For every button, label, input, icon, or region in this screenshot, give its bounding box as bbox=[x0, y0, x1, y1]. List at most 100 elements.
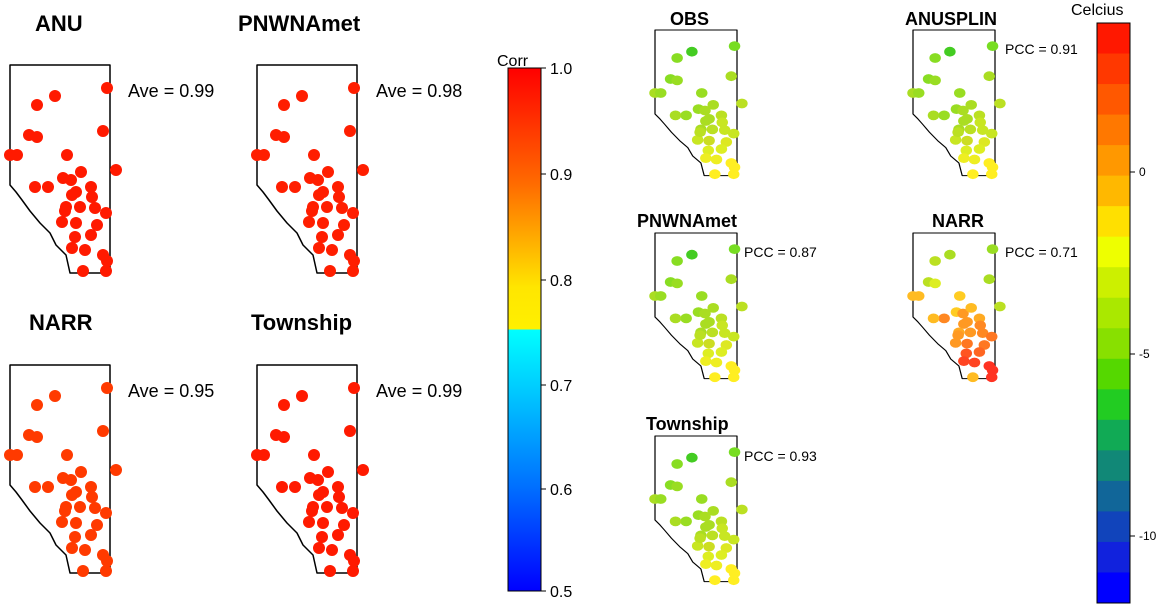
station-dot bbox=[927, 313, 940, 324]
station-dot bbox=[728, 244, 741, 254]
station-dot bbox=[727, 575, 740, 586]
station-dots bbox=[907, 41, 1006, 180]
station-dot bbox=[680, 110, 692, 121]
station-dot bbox=[348, 255, 360, 267]
corr-tick: 1.0 bbox=[550, 61, 572, 78]
station-dots bbox=[251, 82, 369, 277]
station-dots bbox=[4, 82, 122, 277]
temp-colorbar-bin bbox=[1097, 145, 1130, 177]
station-dot bbox=[700, 559, 712, 569]
station-dot bbox=[303, 216, 315, 228]
station-dot bbox=[65, 174, 77, 186]
station-dot bbox=[348, 82, 360, 94]
corr-tick: 0.6 bbox=[550, 482, 572, 499]
station-dot bbox=[710, 560, 723, 571]
station-dot bbox=[976, 125, 989, 135]
temp-colorbar-frame bbox=[1096, 22, 1131, 604]
station-dot bbox=[686, 46, 698, 57]
station-dot bbox=[986, 244, 999, 254]
temp-tick: -10 bbox=[1139, 529, 1157, 543]
station-dot bbox=[725, 71, 737, 82]
station-dot bbox=[700, 522, 712, 532]
station-dot bbox=[716, 320, 728, 331]
station-dot bbox=[967, 372, 979, 383]
station-dot bbox=[49, 390, 61, 402]
temp-colorbar-bin bbox=[1097, 389, 1130, 421]
station-dot bbox=[29, 181, 41, 193]
station-dot bbox=[696, 291, 708, 301]
station-dot bbox=[101, 555, 113, 567]
corr-panel-township: Township Ave = 0.99 bbox=[251, 310, 462, 577]
station-dot bbox=[61, 449, 73, 461]
station-dot bbox=[702, 348, 715, 359]
station-dot bbox=[97, 125, 109, 137]
station-dot bbox=[669, 110, 682, 121]
temp-colorbar-bin bbox=[1097, 53, 1130, 85]
station-dot bbox=[326, 244, 338, 256]
station-dot bbox=[110, 464, 122, 476]
station-dot bbox=[718, 531, 731, 541]
station-dot bbox=[718, 328, 731, 338]
station-dot bbox=[686, 249, 698, 260]
station-dot bbox=[700, 153, 712, 163]
station-dot bbox=[702, 145, 715, 156]
temp-colorbar-bin bbox=[1097, 84, 1130, 116]
temp-colorbar-bin bbox=[1097, 511, 1130, 543]
station-dots bbox=[251, 382, 369, 577]
station-dot bbox=[671, 278, 683, 289]
corr-colorbar: Corr 1.0 0.9 0.8 0.7 0.6 0.5 bbox=[497, 53, 572, 601]
station-dot bbox=[736, 98, 748, 109]
station-dot bbox=[336, 202, 348, 214]
station-dot bbox=[308, 149, 320, 161]
station-dot bbox=[49, 90, 61, 102]
station-dot bbox=[322, 166, 334, 178]
station-dot bbox=[89, 202, 101, 214]
station-dot bbox=[958, 319, 970, 329]
station-dot bbox=[313, 489, 325, 501]
temp-colorbar-bin bbox=[1097, 419, 1130, 451]
station-dot bbox=[66, 189, 78, 201]
station-dot bbox=[59, 205, 71, 217]
station-dot bbox=[960, 348, 973, 359]
temp-colorbar-bin bbox=[1097, 480, 1130, 512]
panel-title: ANU bbox=[35, 11, 83, 36]
panel-stat: PCC = 0.71 bbox=[1005, 244, 1078, 260]
station-dot bbox=[680, 313, 692, 324]
station-dot bbox=[75, 466, 87, 478]
panel-title: NARR bbox=[29, 310, 93, 335]
station-dot bbox=[69, 231, 81, 243]
station-dot bbox=[985, 331, 998, 342]
station-dot bbox=[332, 181, 344, 193]
station-dot bbox=[338, 519, 350, 531]
station-dot bbox=[994, 301, 1006, 312]
station-dot bbox=[85, 529, 97, 541]
station-dot bbox=[11, 149, 23, 161]
panel-stat: PCC = 0.91 bbox=[1005, 41, 1078, 57]
station-dot bbox=[655, 291, 667, 301]
station-dot bbox=[322, 466, 334, 478]
station-dot bbox=[944, 46, 956, 57]
station-dot bbox=[100, 207, 112, 219]
station-dot bbox=[968, 154, 981, 165]
station-dot bbox=[324, 265, 336, 277]
station-dot bbox=[944, 249, 956, 260]
station-dot bbox=[59, 505, 71, 517]
station-dot bbox=[974, 320, 986, 331]
station-dot bbox=[927, 110, 940, 121]
station-dot bbox=[347, 507, 359, 519]
station-dot bbox=[696, 494, 708, 504]
station-dot bbox=[91, 219, 103, 231]
station-dot bbox=[86, 491, 98, 503]
station-dot bbox=[671, 459, 683, 469]
temp-colorbar-bin bbox=[1097, 206, 1130, 238]
station-dot bbox=[938, 110, 950, 121]
station-dot bbox=[671, 256, 683, 266]
station-dot bbox=[694, 127, 706, 138]
panel-title: Township bbox=[251, 310, 352, 335]
panel-title: ANUSPLIN bbox=[905, 9, 997, 29]
station-dot bbox=[694, 330, 706, 341]
station-dot bbox=[958, 356, 970, 366]
station-dot bbox=[725, 274, 737, 285]
temp-panel-anusplin: ANUSPLIN PCC = 0.91 bbox=[905, 9, 1078, 180]
station-dot bbox=[347, 265, 359, 277]
